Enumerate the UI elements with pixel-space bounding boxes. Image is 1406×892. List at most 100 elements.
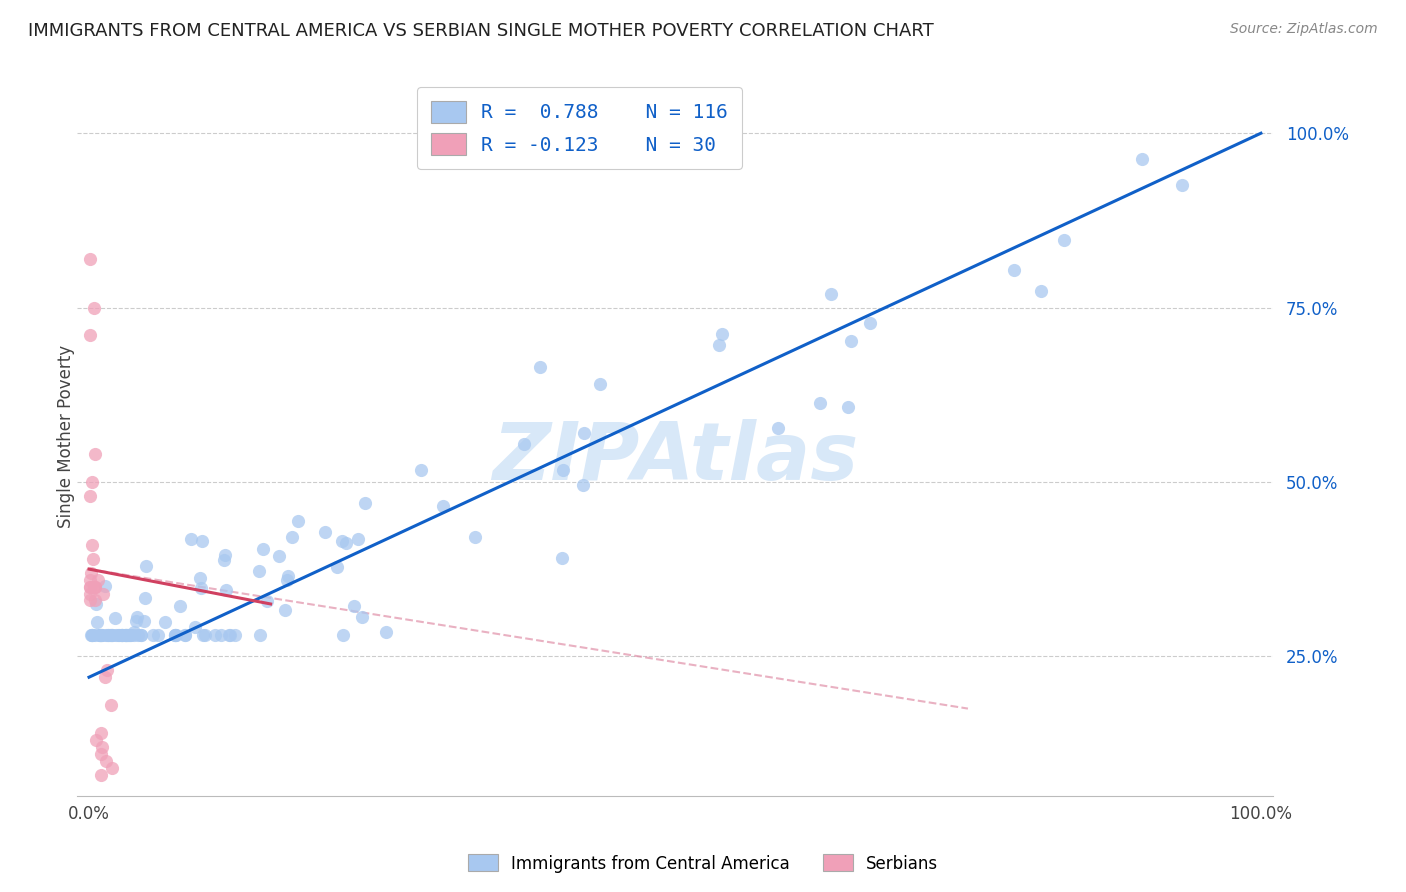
Point [837,400,859,414]
Point [122,625,145,640]
Point [287,514,309,528]
Point [550,551,572,566]
Point [174,628,197,642]
Point [79,580,101,594]
Point [80,628,103,642]
Point [91,628,114,642]
Point [269,549,291,564]
Point [127,628,149,642]
Point [572,477,595,491]
Point [165,628,187,642]
Point [89,628,111,642]
Point [314,524,336,539]
Point [118,628,141,642]
Point [83,593,105,607]
Point [105,628,128,642]
Point [134,591,156,606]
Point [83,580,105,594]
Point [247,564,270,578]
Text: Source: ZipAtlas.com: Source: ZipAtlas.com [1230,22,1378,37]
Point [274,602,297,616]
Point [276,573,298,587]
Point [354,496,377,510]
Point [83,447,105,461]
Point [84,597,107,611]
Point [82,538,104,552]
Point [117,628,139,642]
Point [184,620,207,634]
Point [94,670,117,684]
Point [343,599,366,614]
Point [191,533,214,548]
Point [820,287,842,301]
Point [120,628,142,642]
Point [135,558,157,573]
Point [194,628,217,642]
Point [79,593,101,607]
Point [127,609,149,624]
Point [1053,233,1076,247]
Point [90,628,112,642]
Point [125,615,148,629]
Point [218,628,240,642]
Point [96,754,118,768]
Y-axis label: Single Mother Poverty: Single Mother Poverty [58,345,75,528]
Point [332,628,354,642]
Point [153,615,176,629]
Point [79,252,101,266]
Point [79,489,101,503]
Point [142,628,165,642]
Point [572,425,595,440]
Point [107,628,129,642]
Point [174,628,197,642]
Point [101,761,124,775]
Point [120,628,142,642]
Point [529,359,551,374]
Point [280,530,302,544]
Point [188,571,211,585]
Point [101,628,124,642]
Point [1171,178,1194,192]
Point [1002,262,1025,277]
Point [129,628,152,642]
Point [110,628,132,642]
Point [214,548,236,562]
Point [256,594,278,608]
Point [219,628,242,642]
Point [215,583,238,598]
Point [111,628,134,642]
Point [551,463,574,477]
Point [589,377,612,392]
Point [100,628,122,642]
Legend: R =  0.788    N = 116, R = -0.123    N = 30: R = 0.788 N = 116, R = -0.123 N = 30 [418,87,741,169]
Point [83,580,105,594]
Point [513,437,536,451]
Point [80,628,103,642]
Point [82,475,104,489]
Point [90,628,112,642]
Point [94,579,117,593]
Point [325,559,347,574]
Point [91,739,114,754]
Point [277,568,299,582]
Point [332,533,354,548]
Legend: Immigrants from Central America, Serbians: Immigrants from Central America, Serbian… [461,847,945,880]
Point [101,628,124,642]
Point [224,628,246,642]
Point [411,463,433,477]
Point [249,628,271,642]
Point [839,334,862,349]
Point [808,396,831,410]
Point [97,628,120,642]
Point [80,628,103,642]
Point [79,580,101,594]
Point [90,768,112,782]
Point [209,628,232,642]
Point [110,628,132,642]
Point [375,625,398,640]
Point [91,586,114,600]
Point [707,338,730,352]
Point [169,599,191,614]
Point [100,628,122,642]
Point [163,628,186,642]
